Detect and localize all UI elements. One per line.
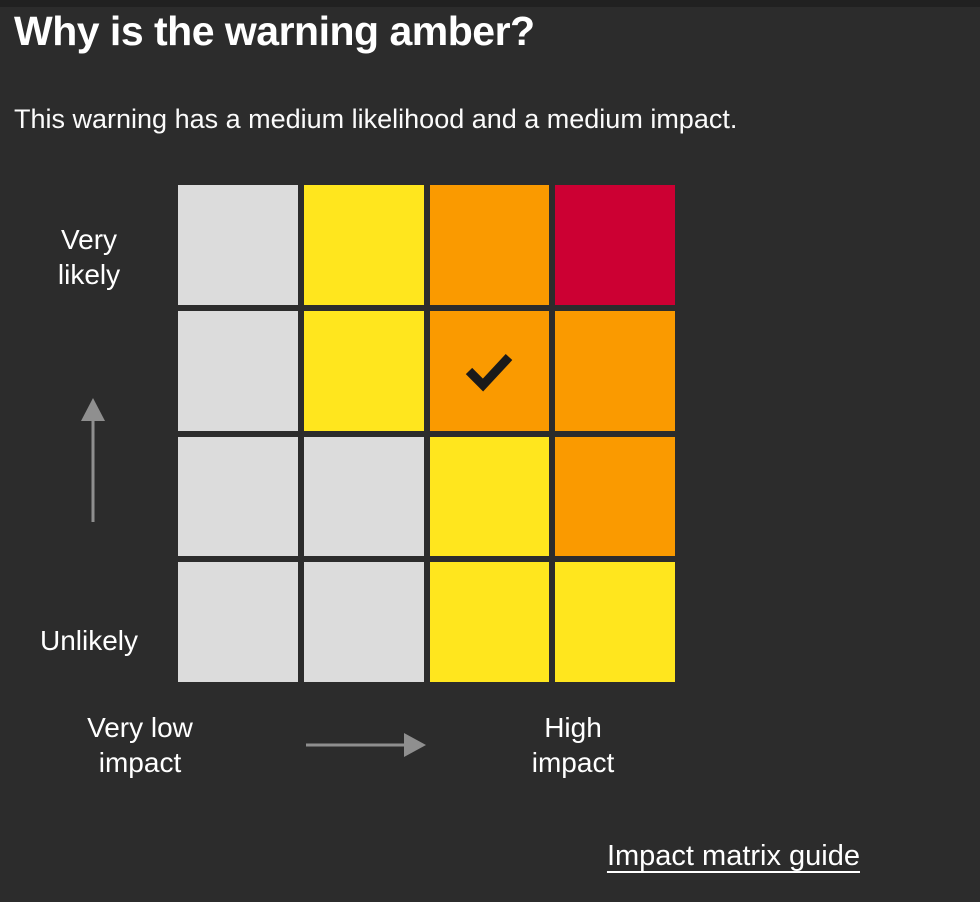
matrix-cell-selected (429, 310, 550, 431)
likelihood-label-unlikely: Unlikely (39, 625, 139, 656)
matrix-cell (178, 436, 298, 557)
matrix-cell (303, 185, 424, 305)
check-icon (463, 350, 515, 392)
matrix-cell (303, 310, 424, 431)
matrix-cell (178, 185, 298, 305)
matrix-cell (555, 310, 675, 431)
impact-matrix-guide-link[interactable]: Impact matrix guide (606, 840, 860, 872)
impact-axis-arrow-icon (306, 730, 426, 765)
likelihood-axis-arrow-icon (80, 398, 106, 529)
matrix-cell (555, 436, 675, 557)
warning-explanation-text: This warning has a medium likelihood and… (14, 104, 738, 134)
matrix-cell (303, 562, 424, 682)
impact-matrix (178, 185, 675, 682)
top-strip (0, 0, 980, 7)
impact-label-very-low: Very low impact (87, 712, 193, 778)
page-title: Why is the warning amber? (14, 8, 535, 54)
matrix-cell (303, 436, 424, 557)
matrix-cell (429, 436, 550, 557)
matrix-cell (178, 310, 298, 431)
matrix-cell (429, 562, 550, 682)
matrix-cell (555, 185, 675, 305)
impact-label-high: High impact (531, 712, 615, 778)
likelihood-label-very-likely: Very likely (57, 224, 121, 290)
matrix-cell (178, 562, 298, 682)
matrix-cell (429, 185, 550, 305)
matrix-cell (555, 562, 675, 682)
